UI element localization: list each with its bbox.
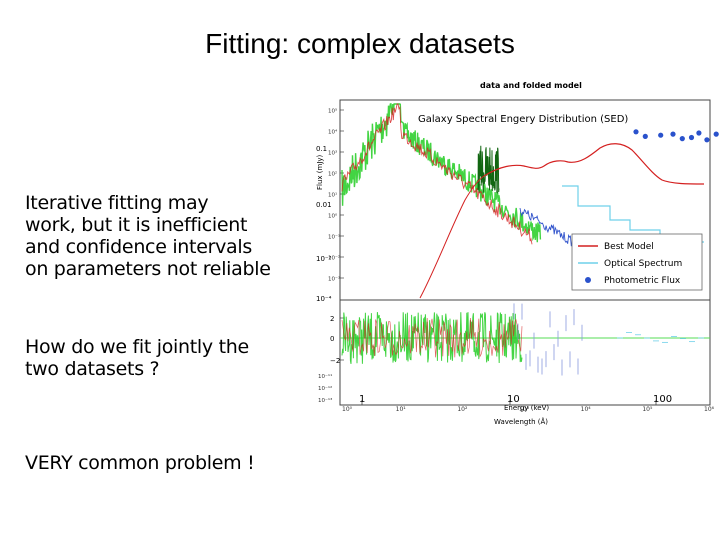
y-axis-label: Flux (mJy) xyxy=(316,154,324,190)
chart-title: Galaxy Spectral Engery Distribution (SED… xyxy=(418,114,628,125)
residual-red xyxy=(341,317,523,358)
y-tick-label: 10⁻³ xyxy=(328,276,340,283)
x-ticks-wavelength: 10¹ 10² 10³ 10⁴ 10⁵ 10⁶ 10⁰ xyxy=(342,406,715,413)
bullet-iterative-fitting: Iterative fitting may work, but it is in… xyxy=(25,192,271,280)
residual-tick-label: 0 xyxy=(330,335,334,343)
photometric-point xyxy=(713,131,719,137)
x-tick-label: 100 xyxy=(653,394,672,405)
x-axis-label-energy: Energy (keV) xyxy=(504,404,549,412)
y-tick-label: 10² xyxy=(328,171,337,178)
xray-model-red xyxy=(341,103,533,299)
x-tick-label: 10 xyxy=(507,394,520,405)
x-axis-label-wavelength: Wavelength (Å) xyxy=(494,417,548,426)
y-tick-label: 0.1 xyxy=(316,145,327,153)
y-tick-label: 10⁻¹ xyxy=(328,234,340,241)
residuals xyxy=(340,303,710,376)
x-tick-label: 1 xyxy=(359,394,365,405)
photometric-point xyxy=(688,134,695,141)
x-tick-label-bottom: 10⁰ xyxy=(342,406,353,413)
bullet-joint-fit-question: How do we fit jointly the two datasets ? xyxy=(25,336,249,380)
x-ticks-energy: 1 10 100 xyxy=(359,394,672,405)
y-tick-label: 10⁻⁴ xyxy=(316,295,332,303)
residual-tick-label: 2 xyxy=(330,315,334,323)
y-tick-label: 0.01 xyxy=(316,201,332,209)
best-model-line xyxy=(483,143,705,185)
photometric-point xyxy=(679,136,685,142)
x-tick-label-bottom: 10⁶ xyxy=(704,406,715,413)
y-tick-label: 10⁻³ xyxy=(316,255,332,263)
photometric-point xyxy=(670,131,676,137)
photometric-points xyxy=(633,129,719,143)
y-ticks-left: 0.1 0.01 10⁻³ 10⁻⁴ xyxy=(316,145,332,303)
x-tick-label-bottom: 10¹ xyxy=(396,406,407,413)
y-ticks-inner: 10⁵ 10⁴ 10³ 10² 10¹ 10⁰ 10⁻¹ 10⁻² 10⁻³ xyxy=(328,108,344,283)
best-model-curve xyxy=(483,143,705,185)
x-tick-label-bottom: 10⁴ xyxy=(581,406,592,413)
optical-spectrum-noisy xyxy=(519,208,575,247)
legend-label-optical: Optical Spectrum xyxy=(604,259,682,269)
residual-panel-frame xyxy=(339,299,711,406)
legend: Best Model Optical Spectrum Photometric … xyxy=(571,233,703,291)
xray-model-line xyxy=(341,103,533,245)
legend-label-photometric: Photometric Flux xyxy=(604,276,681,286)
y-tick-label: 10¹ xyxy=(328,192,337,199)
legend-marker-photometric xyxy=(585,277,591,283)
xray-component-line xyxy=(419,175,485,299)
residual-tick-label-inner: 10⁻¹² xyxy=(318,385,332,392)
residual-tick-label-inner: 10⁻¹¹ xyxy=(318,373,332,380)
x-tick-label-bottom: 10⁵ xyxy=(642,406,653,413)
figure-header: data and folded model xyxy=(480,81,582,90)
photometric-point xyxy=(704,137,710,143)
residual-tick-label-inner: 10⁻¹³ xyxy=(318,397,332,404)
residual-tick-label: −2 xyxy=(330,357,340,365)
y-tick-label: 10³ xyxy=(328,150,337,157)
sed-figure: data and folded model Galaxy Spectral En… xyxy=(316,81,719,426)
legend-label-best-model: Best Model xyxy=(604,242,654,252)
y-tick-label: 10⁰ xyxy=(328,213,338,220)
photometric-point xyxy=(696,130,702,136)
legend-box xyxy=(571,233,703,291)
photometric-point xyxy=(642,133,648,139)
x-tick-label-bottom: 10³ xyxy=(519,406,530,413)
y-tick-label: 10⁴ xyxy=(328,129,338,136)
slide-title: Fitting: complex datasets xyxy=(205,28,515,59)
residual-green xyxy=(341,312,523,364)
photometric-point xyxy=(658,132,664,138)
photometric-point xyxy=(633,129,639,135)
bullet-common-problem: VERY common problem ! xyxy=(25,452,255,474)
y-tick-label: 10⁵ xyxy=(328,108,337,115)
x-tick-label-bottom: 10² xyxy=(457,406,468,413)
y-tick-label: 10⁻² xyxy=(328,255,340,262)
xray-dark-block xyxy=(477,145,500,194)
